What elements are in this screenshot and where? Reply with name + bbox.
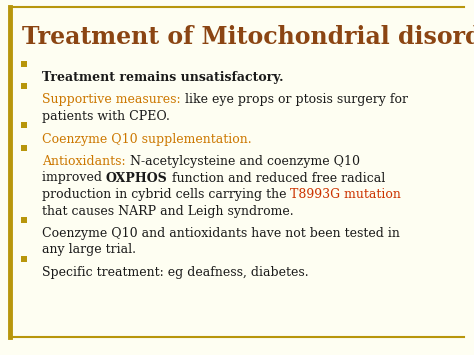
Text: Supportive measures:: Supportive measures: bbox=[42, 93, 181, 106]
Bar bbox=[21, 217, 27, 223]
Text: Coenzyme Q10 and antioxidants have not been tested in: Coenzyme Q10 and antioxidants have not b… bbox=[42, 227, 400, 240]
Text: Coenzyme Q10 supplementation.: Coenzyme Q10 supplementation. bbox=[42, 132, 252, 146]
Text: like eye props or ptosis surgery for: like eye props or ptosis surgery for bbox=[181, 93, 408, 106]
Text: OXPHOS: OXPHOS bbox=[106, 171, 168, 185]
Text: function and reduced free radical: function and reduced free radical bbox=[168, 171, 385, 185]
Text: any large trial.: any large trial. bbox=[42, 244, 136, 257]
Text: Antioxidants:: Antioxidants: bbox=[42, 155, 126, 168]
Text: Treatment of Mitochondrial disorders: Treatment of Mitochondrial disorders bbox=[22, 25, 474, 49]
Text: production in cybrid cells carrying the: production in cybrid cells carrying the bbox=[42, 188, 291, 201]
Bar bbox=[21, 144, 27, 151]
Text: N-acetylcysteine and coenzyme Q10: N-acetylcysteine and coenzyme Q10 bbox=[126, 155, 360, 168]
Bar bbox=[21, 83, 27, 89]
Bar bbox=[21, 122, 27, 128]
Text: improved: improved bbox=[42, 171, 106, 185]
Text: Specific treatment: eg deafness, diabetes.: Specific treatment: eg deafness, diabete… bbox=[42, 266, 309, 279]
Text: patients with CPEO.: patients with CPEO. bbox=[42, 110, 170, 123]
Text: T8993G mutation: T8993G mutation bbox=[291, 188, 401, 201]
Text: Treatment remains unsatisfactory.: Treatment remains unsatisfactory. bbox=[42, 71, 283, 84]
Bar bbox=[21, 61, 27, 67]
Bar bbox=[21, 256, 27, 262]
Text: that causes NARP and Leigh syndrome.: that causes NARP and Leigh syndrome. bbox=[42, 204, 293, 218]
